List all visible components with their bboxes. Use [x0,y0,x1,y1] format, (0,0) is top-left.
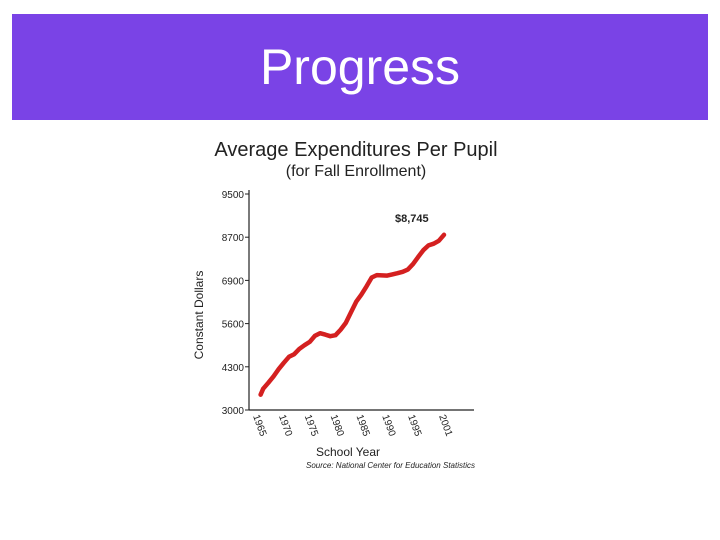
y-tick-label: 4300 [222,363,245,374]
end-value-annotation: $8,745 [395,213,429,225]
x-tick-label: 1995 [405,413,423,438]
y-axis-label: Constant Dollars [192,271,206,360]
chart-title: Average Expenditures Per Pupil [214,139,497,161]
x-tick-label: 1970 [276,413,294,438]
slide-title: Progress [259,39,461,95]
slide-header: Progress [12,14,708,120]
x-tick-label: 1965 [250,413,268,438]
y-tick-group: 3000 4300 5600 6900 8700 9500 [222,190,249,417]
x-tick-label: 2001 [436,413,454,438]
x-tick-label: 1975 [302,413,320,438]
series-line [258,232,447,397]
x-tick-label: 1985 [354,413,372,438]
x-tick-label: 1980 [328,413,346,438]
chart-subtitle: (for Fall Enrollment) [286,163,426,180]
source-note: Source: National Center for Education St… [306,461,475,470]
y-tick-label: 6900 [222,276,245,287]
x-axis-label: School Year [316,445,380,459]
x-tick-group: 1965 1970 1975 1980 1985 1990 1995 2001 [250,413,454,438]
series-group [258,232,447,397]
y-tick-label: 9500 [222,190,245,201]
y-tick-label: 3000 [222,406,245,417]
y-tick-label: 5600 [222,320,245,331]
x-tick-label: 1990 [379,413,397,438]
y-tick-label: 8700 [222,233,245,244]
